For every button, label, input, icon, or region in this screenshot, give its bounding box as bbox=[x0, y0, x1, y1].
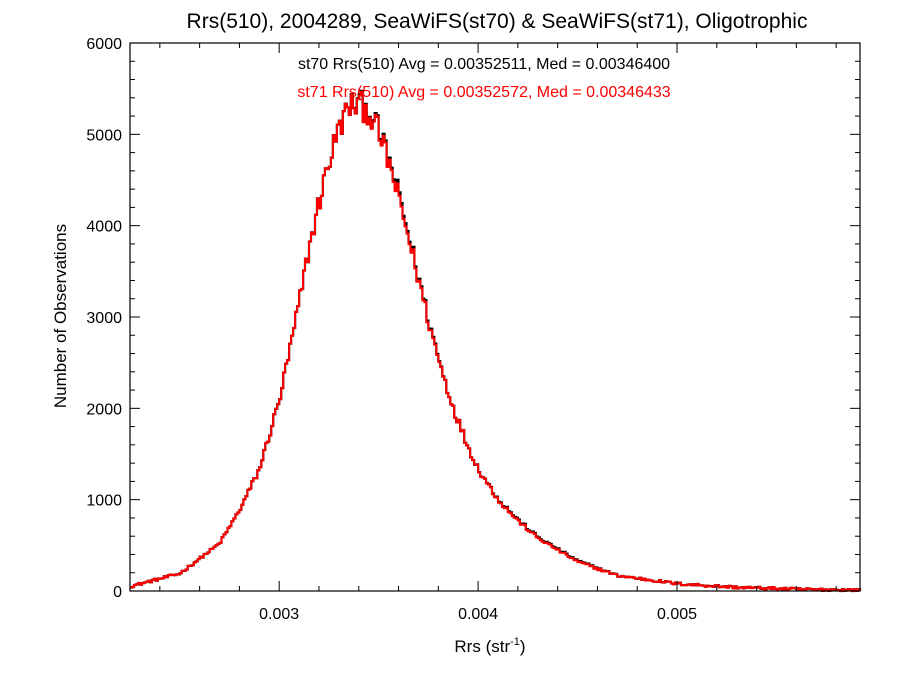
x-tick-label: 0.003 bbox=[259, 606, 299, 623]
axes-layer: 0 1000 2000 3000 4000 5000 6000 0.003 0.004 0.005 bbox=[86, 36, 861, 623]
x-axis-label: Rrs (str-1) bbox=[454, 636, 525, 656]
chart-title: Rrs(510), 2004289, SeaWiFS(st70) & SeaWi… bbox=[187, 10, 808, 33]
y-tick-label: 1000 bbox=[86, 493, 122, 510]
y-tick-label: 4000 bbox=[86, 219, 122, 236]
series-layer bbox=[130, 89, 862, 593]
st71-stats-annotation: st71 Rrs(510) Avg = 0.00352572, Med = 0.… bbox=[297, 84, 670, 101]
x-tick-label: 0.005 bbox=[657, 606, 697, 623]
st70-series-line bbox=[130, 89, 862, 593]
y-tick-label: 6000 bbox=[86, 36, 122, 53]
y-tick-label: 2000 bbox=[86, 401, 122, 418]
x-axis-label-main: Rrs (str bbox=[454, 637, 510, 656]
x-axis-label-superscript: -1 bbox=[510, 636, 520, 648]
y-tick-label: 3000 bbox=[86, 310, 122, 327]
y-tick-label: 0 bbox=[113, 584, 122, 601]
y-tick-label: 5000 bbox=[86, 127, 122, 144]
x-tick-label: 0.004 bbox=[458, 606, 498, 623]
x-axis-label-close: ) bbox=[520, 637, 526, 656]
plot-frame bbox=[129, 42, 861, 592]
st71-series-line bbox=[130, 90, 861, 592]
y-axis-label: Number of Observations bbox=[51, 224, 70, 408]
st70-stats-annotation: st70 Rrs(510) Avg = 0.00352511, Med = 0.… bbox=[298, 56, 670, 73]
